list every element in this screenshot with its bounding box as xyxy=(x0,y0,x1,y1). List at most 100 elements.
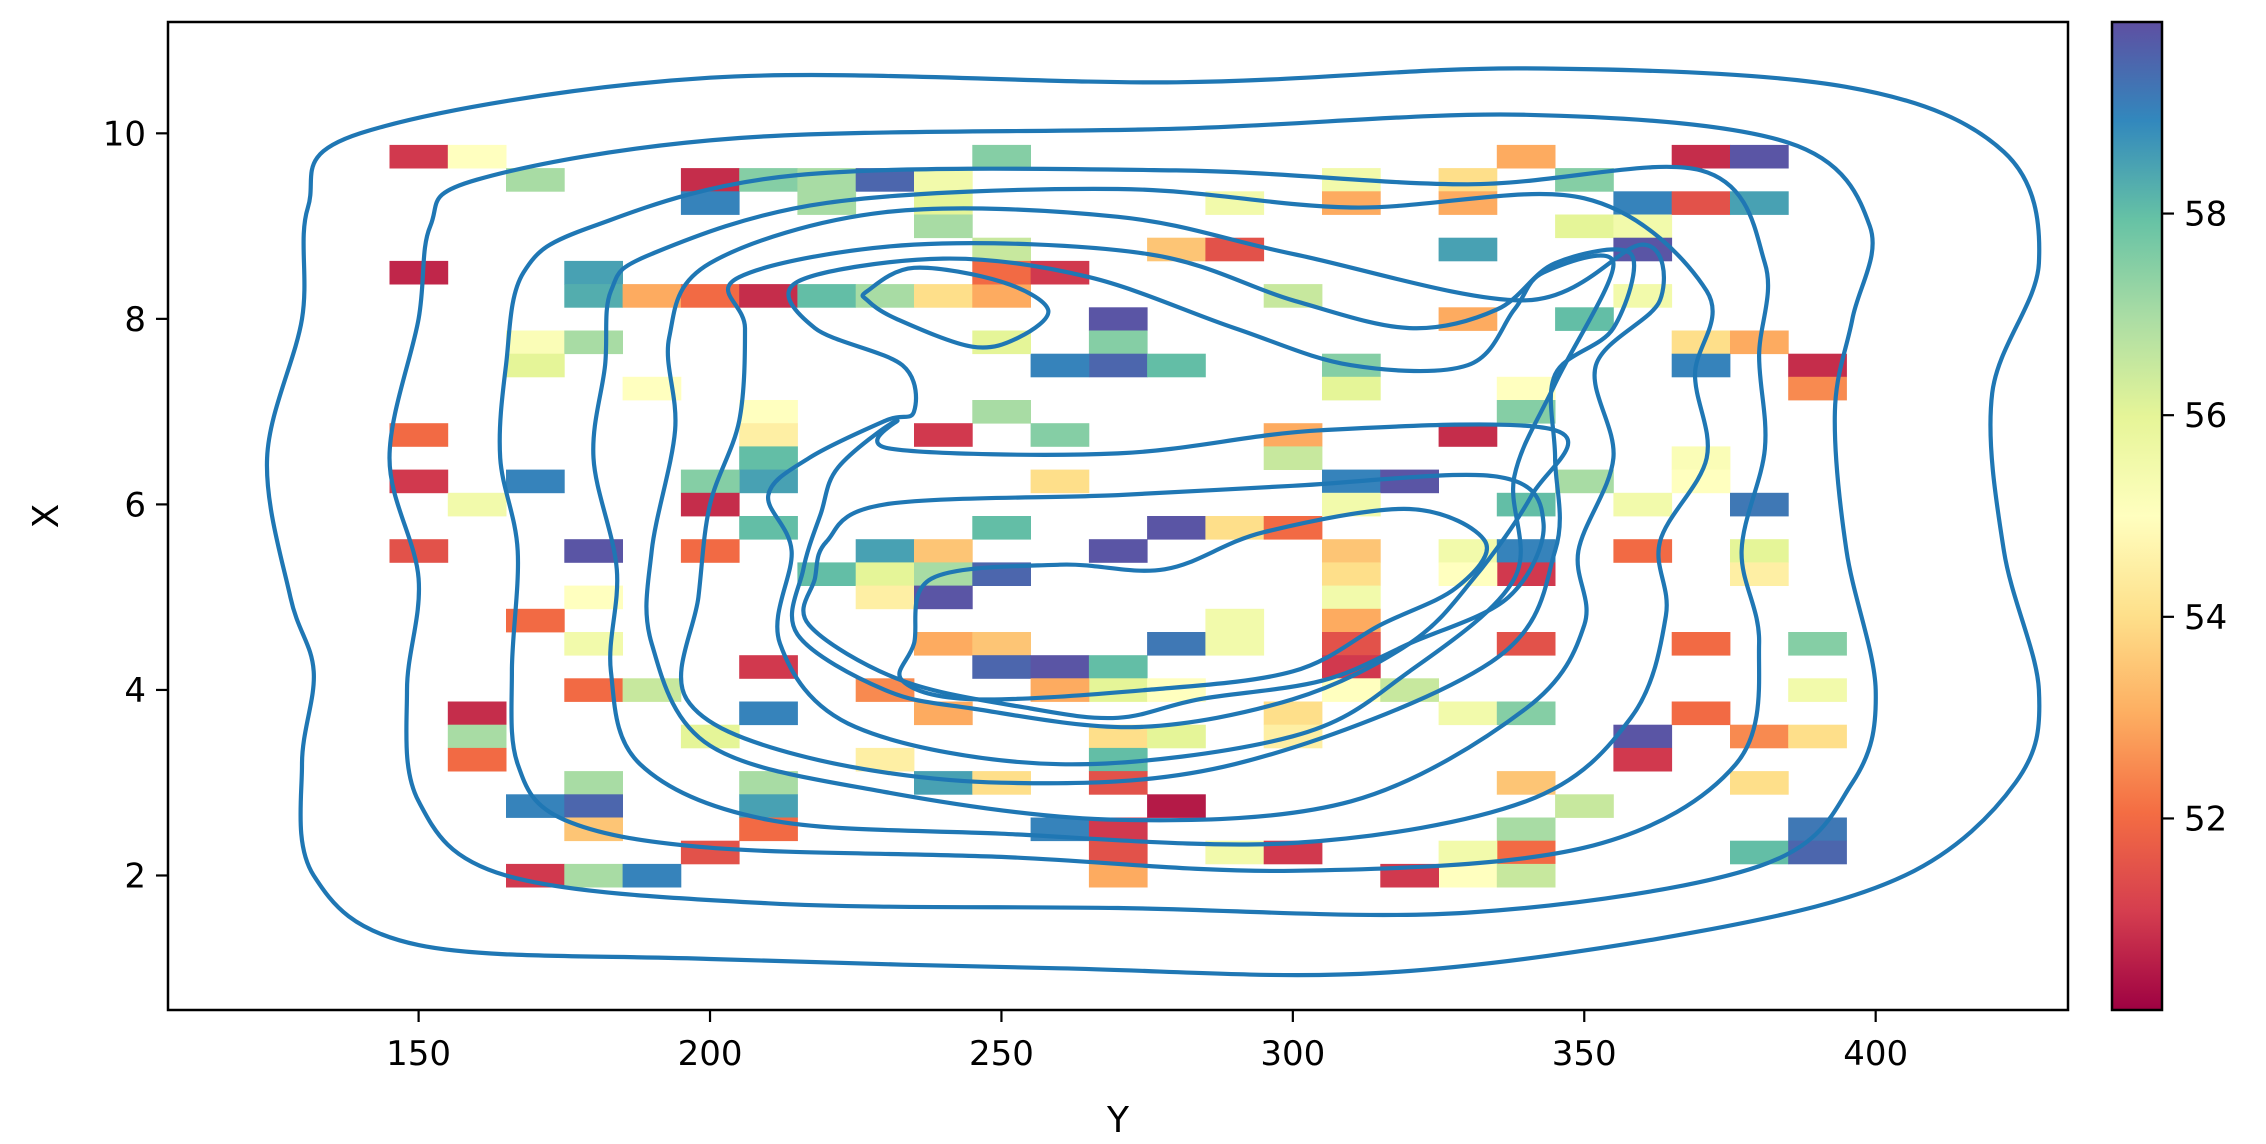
heatmap-cell xyxy=(1555,214,1614,239)
heatmap-cell xyxy=(914,585,973,610)
heatmap-cell xyxy=(1496,376,1556,401)
heatmap-cell xyxy=(1438,863,1498,888)
heatmap-cell xyxy=(1263,284,1323,308)
x-tick-label: 400 xyxy=(1843,1034,1908,1074)
heatmap-cell xyxy=(1438,423,1498,447)
heatmap-cell xyxy=(1730,771,1789,795)
heatmap-cell xyxy=(1613,539,1673,563)
heatmap-cell xyxy=(1788,376,1847,401)
heatmap-cell xyxy=(1496,539,1556,563)
colorbar-tick-label: 52 xyxy=(2184,799,2227,839)
heatmap-cell xyxy=(797,284,857,308)
heatmap-cell xyxy=(1671,191,1731,215)
heatmap-cell xyxy=(447,144,507,169)
heatmap-cell xyxy=(622,376,682,401)
heatmap-cell xyxy=(564,863,623,888)
heatmap-cell xyxy=(1322,655,1381,679)
heatmap-cell xyxy=(739,284,798,308)
heatmap-cell xyxy=(1438,840,1498,865)
kde-contour-line xyxy=(264,66,2042,978)
kde-contour-line xyxy=(678,241,1637,786)
kde-contour-line xyxy=(497,164,1771,874)
heatmap-cell xyxy=(914,423,973,447)
heatmap-cell xyxy=(506,469,565,494)
kde-contour-line xyxy=(387,112,1878,918)
heatmap-cell xyxy=(797,562,857,586)
heatmap-cell xyxy=(1788,724,1847,749)
heatmap-cell xyxy=(1730,492,1789,517)
heatmap-cell xyxy=(1088,307,1148,331)
heatmap-cell xyxy=(1671,632,1731,656)
kde-contour-line xyxy=(789,418,1571,730)
heatmap-cell xyxy=(1147,632,1206,656)
heatmap-cell xyxy=(447,701,507,726)
y-tick-label: 4 xyxy=(124,671,146,711)
heatmap-cell xyxy=(1380,678,1439,702)
heatmap-cell xyxy=(1088,330,1148,355)
plot-frame xyxy=(166,20,2070,1012)
heatmap-cell xyxy=(1496,771,1556,795)
heatmap-cell xyxy=(739,701,798,726)
heatmap-cell xyxy=(739,400,798,424)
colorbar-tick-label: 54 xyxy=(2184,598,2227,638)
y-tick-label: 10 xyxy=(103,114,146,154)
heatmap-cell xyxy=(1147,353,1206,378)
heatmap-cell xyxy=(1613,492,1673,517)
x-tick-label: 350 xyxy=(1552,1034,1617,1074)
heatmap-cell xyxy=(914,168,973,192)
heatmap-cell xyxy=(1730,144,1789,169)
heatmap-cell xyxy=(739,655,798,679)
heatmap-cell xyxy=(1322,562,1381,586)
colorbar-frame xyxy=(2110,20,2164,1012)
heatmap-cell xyxy=(1263,446,1323,470)
y-axis-label: X xyxy=(26,504,67,529)
heatmap-cell xyxy=(972,516,1031,540)
heatmap-cell xyxy=(914,539,973,563)
heatmap-cell xyxy=(855,747,915,772)
heatmap-cell xyxy=(1322,376,1381,401)
colorbar-ticks: 52 54 56 58 xyxy=(2162,195,2227,839)
heatmap-cell xyxy=(564,260,623,285)
heatmap-cell xyxy=(564,585,623,610)
heatmap-cell xyxy=(564,771,623,795)
heatmap-cell xyxy=(1496,400,1556,424)
heatmap-cell xyxy=(1322,585,1381,610)
heatmap-cell xyxy=(680,191,740,215)
heatmap-cell xyxy=(739,794,798,818)
heatmap-cell xyxy=(1788,353,1847,378)
heatmap-cell xyxy=(1322,608,1381,633)
heatmap-cell xyxy=(1088,863,1148,888)
heatmap-cell xyxy=(739,446,798,470)
heatmap-cell xyxy=(1555,307,1614,331)
x-tick-label: 200 xyxy=(678,1034,743,1074)
heatmap-cell xyxy=(1555,794,1614,818)
kde-contour-line xyxy=(591,186,1715,847)
heatmap-cell xyxy=(855,585,915,610)
kde-contour-line xyxy=(897,506,1489,702)
heatmap-cell xyxy=(1730,840,1789,865)
heatmap-cell xyxy=(1030,353,1090,378)
heatmap-cell xyxy=(972,655,1031,679)
x-tick-label: 150 xyxy=(386,1034,451,1074)
heatmap-cell xyxy=(1147,794,1206,818)
kde-contour-line xyxy=(766,253,1616,767)
heatmap-cell xyxy=(389,469,449,494)
heatmap-cell xyxy=(1730,562,1789,586)
heatmap-cell xyxy=(1205,516,1265,540)
heatmap-cell xyxy=(1088,678,1148,702)
heatmap-cell xyxy=(1030,423,1090,447)
heatmap-cell xyxy=(389,144,449,169)
heatmap-cell xyxy=(564,678,623,702)
x-axis-ticks: 150 200 250 300 350 400 xyxy=(386,1010,1908,1074)
heatmap-cell xyxy=(1613,191,1673,215)
x-tick-label: 300 xyxy=(1260,1034,1325,1074)
heatmap-cell xyxy=(1788,840,1847,865)
heatmap-cell xyxy=(1147,516,1206,540)
heatmap-cell xyxy=(1496,632,1556,656)
heatmap-cell xyxy=(855,562,915,586)
heatmap-cell xyxy=(1730,724,1789,749)
heatmap-cell xyxy=(447,724,507,749)
heatmap-cell xyxy=(1147,724,1206,749)
heatmap-cell xyxy=(1788,678,1847,702)
heatmap-cell xyxy=(1088,655,1148,679)
